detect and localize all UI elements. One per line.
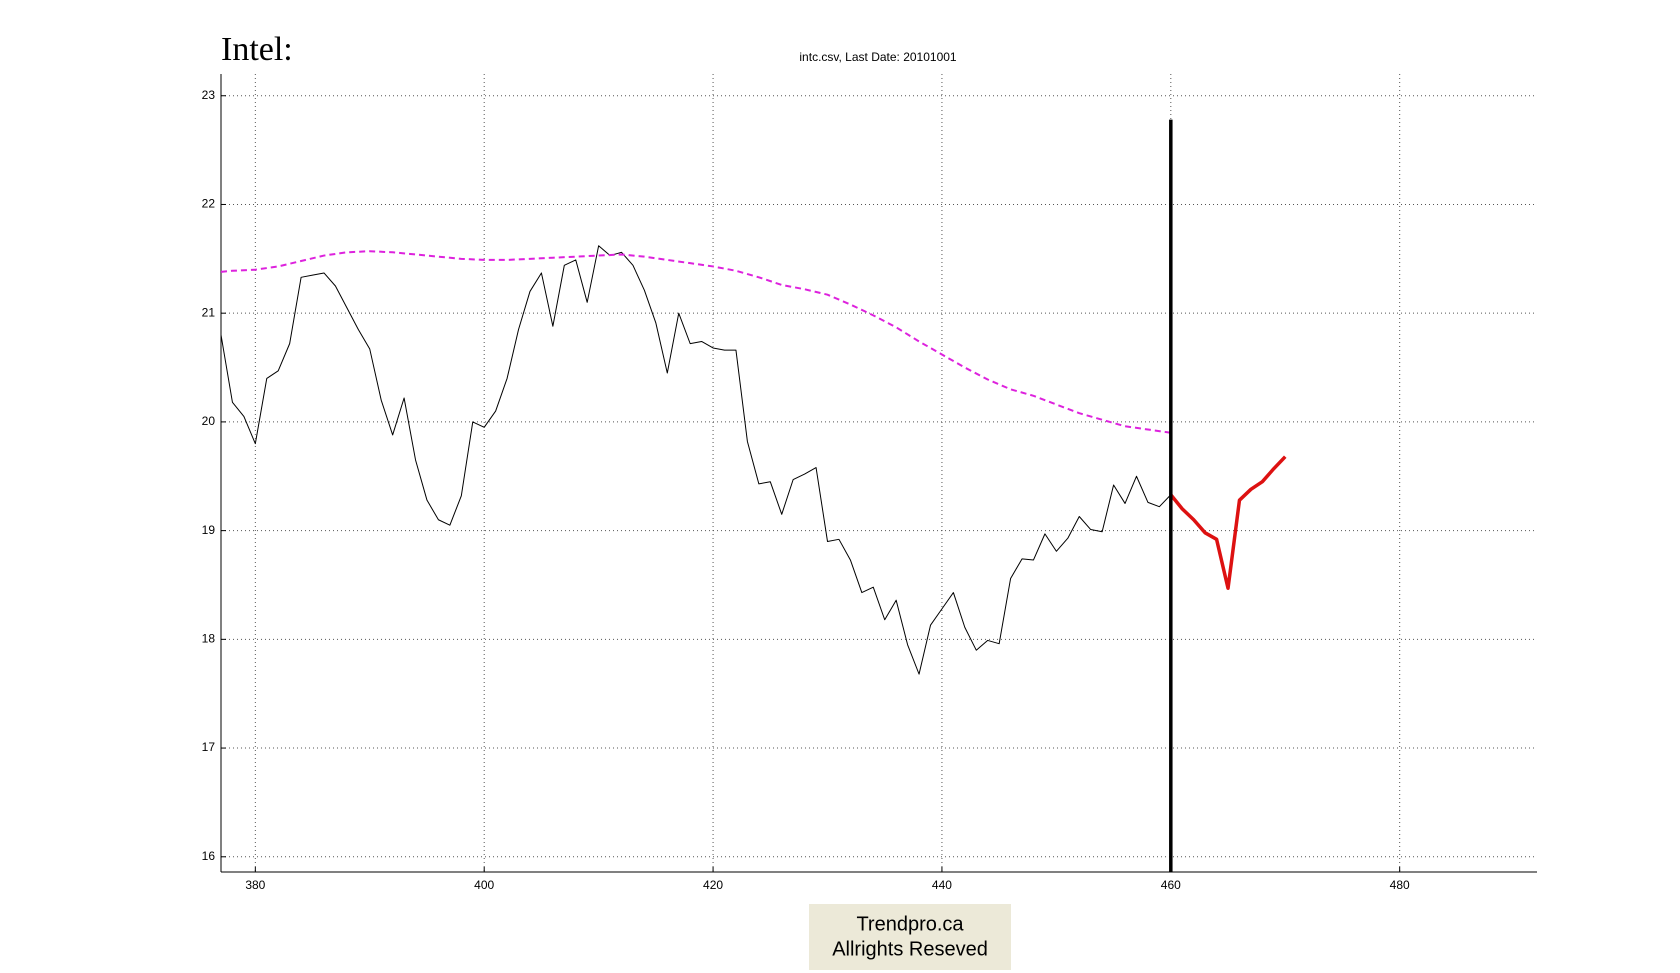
page-title: Intel: bbox=[221, 31, 293, 68]
y-tick-label: 17 bbox=[202, 740, 216, 754]
watermark-box bbox=[809, 904, 1011, 970]
watermark: Trendpro.ca bbox=[856, 913, 964, 935]
y-tick-label: 19 bbox=[202, 523, 216, 537]
series-line bbox=[220, 245, 1172, 675]
series-line bbox=[1169, 455, 1287, 590]
x-tick-label: 440 bbox=[932, 878, 952, 892]
watermark: Allrights Reseved bbox=[832, 938, 988, 960]
x-tick-label: 420 bbox=[703, 878, 723, 892]
y-tick-label: 21 bbox=[202, 305, 216, 319]
y-tick-label: 22 bbox=[202, 197, 216, 211]
y-tick-label: 23 bbox=[202, 88, 216, 102]
series-line bbox=[220, 250, 1171, 434]
x-tick-label: 480 bbox=[1390, 878, 1410, 892]
y-tick-label: 18 bbox=[202, 632, 216, 646]
x-tick-label: 460 bbox=[1161, 878, 1181, 892]
chart-subtitle: intc.csv, Last Date: 20101001 bbox=[799, 50, 957, 64]
y-tick-label: 16 bbox=[202, 849, 216, 863]
x-tick-label: 400 bbox=[474, 878, 494, 892]
y-tick-label: 20 bbox=[202, 414, 216, 428]
x-tick-label: 380 bbox=[245, 878, 265, 892]
